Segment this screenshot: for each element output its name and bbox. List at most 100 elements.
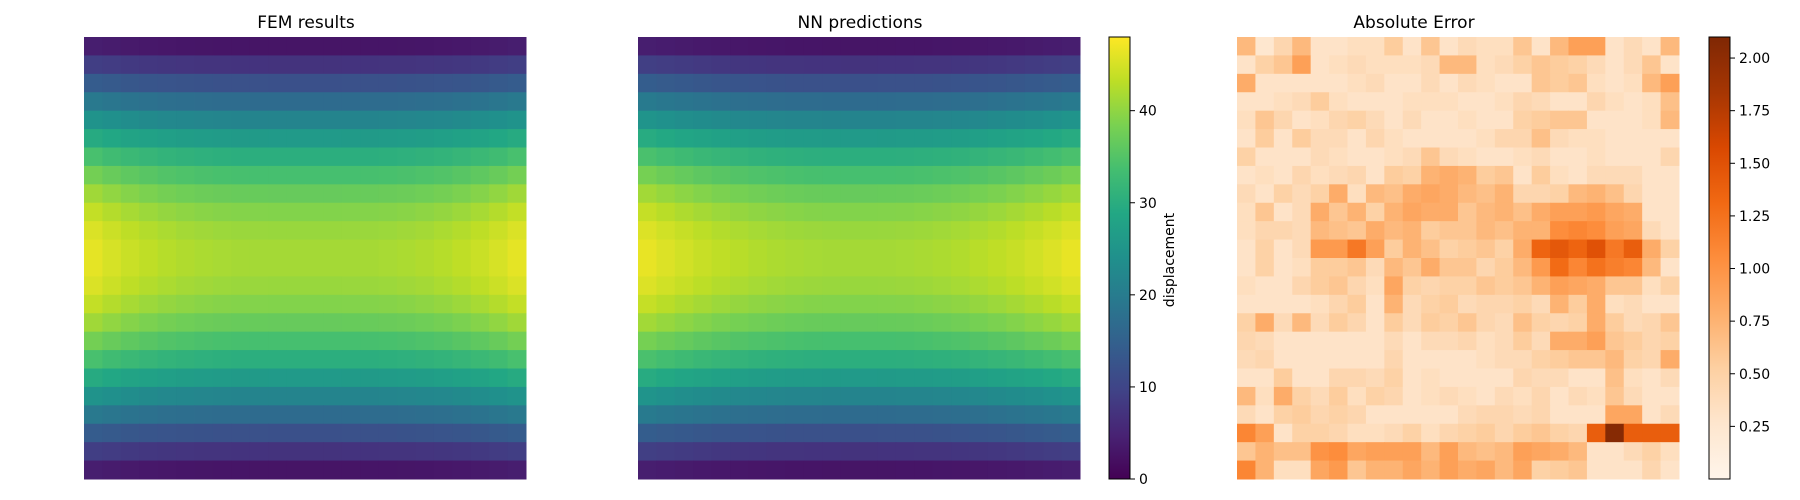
- heatmap-cell: [489, 276, 509, 296]
- heatmap-cell: [415, 331, 435, 351]
- heatmap-cell: [452, 423, 472, 443]
- heatmap-cell: [766, 129, 786, 148]
- heatmap-cell: [822, 276, 842, 296]
- heatmap-cell: [1347, 405, 1367, 425]
- heatmap-cell: [194, 147, 214, 167]
- heatmap-cell: [249, 55, 269, 75]
- heatmap-cell: [969, 294, 989, 314]
- heatmap-cell: [231, 129, 251, 148]
- heatmap-cell: [877, 73, 897, 93]
- heatmap-cell: [489, 423, 509, 443]
- heatmap-cell: [1255, 294, 1275, 314]
- heatmap-cell: [877, 276, 897, 296]
- heatmap-cell: [1061, 202, 1081, 222]
- heatmap-cell: [987, 165, 1007, 185]
- heatmap-cell: [969, 110, 989, 130]
- heatmap-cell: [1237, 37, 1256, 56]
- heatmap-cell: [1550, 129, 1569, 148]
- heatmap-cell: [674, 294, 694, 314]
- heatmap-cell: [932, 110, 952, 130]
- heatmap-cell: [1623, 350, 1643, 369]
- heatmap-cell: [1494, 313, 1514, 333]
- heatmap-cell: [656, 73, 676, 93]
- heatmap-cell: [785, 423, 805, 443]
- heatmap-cell: [452, 239, 472, 259]
- heatmap-cell: [102, 221, 122, 241]
- heatmap-cell: [1660, 331, 1680, 351]
- heatmap-cell: [1605, 37, 1625, 56]
- heatmap-cell: [378, 386, 398, 406]
- heatmap-cell: [859, 460, 878, 480]
- heatmap-cell: [1586, 423, 1606, 443]
- heatmap-cell: [1568, 55, 1588, 75]
- heatmap-cell: [840, 276, 860, 296]
- heatmap-cell: [711, 37, 731, 56]
- heatmap-cell: [397, 37, 416, 56]
- heatmap-cell: [987, 350, 1007, 369]
- heatmap-cell: [1550, 202, 1569, 222]
- heatmap-cell: [1365, 73, 1385, 93]
- heatmap-cell: [1642, 165, 1662, 185]
- heatmap-cell: [323, 276, 343, 296]
- heatmap-cell: [877, 239, 897, 259]
- heatmap-cell: [139, 55, 159, 75]
- heatmap-cell: [877, 294, 897, 314]
- heatmap-cell: [1310, 294, 1330, 314]
- heatmap-cell: [84, 73, 103, 93]
- heatmap-cell: [1255, 92, 1275, 112]
- heatmap-cell: [932, 368, 952, 388]
- heatmap-cell: [932, 73, 952, 93]
- heatmap-cell: [415, 73, 435, 93]
- heatmap-cell: [1255, 147, 1275, 167]
- heatmap-cell: [1292, 202, 1312, 222]
- heatmap-cell: [1061, 442, 1081, 462]
- heatmap-cell: [951, 73, 970, 93]
- heatmap-cell: [212, 92, 232, 112]
- heatmap-cell: [1043, 147, 1063, 167]
- heatmap-cell: [194, 202, 214, 222]
- heatmap-cell: [1329, 405, 1348, 425]
- heatmap-cell: [489, 386, 509, 406]
- heatmap-cell: [1043, 258, 1063, 277]
- heatmap-cell: [470, 405, 490, 425]
- heatmap-cell: [1273, 368, 1293, 388]
- heatmap-cell: [102, 405, 122, 425]
- heatmap-cell: [433, 276, 453, 296]
- heatmap-cell: [693, 313, 713, 333]
- heatmap-cell: [1402, 460, 1422, 480]
- heatmap-cell: [433, 147, 453, 167]
- heatmap-cell: [1586, 92, 1606, 112]
- heatmap-cell: [1292, 386, 1312, 406]
- heatmap-cell: [212, 460, 232, 480]
- heatmap-cell: [397, 92, 416, 112]
- heatmap-cell: [176, 350, 195, 369]
- heatmap-cell: [656, 368, 676, 388]
- heatmap-cell: [1513, 258, 1533, 277]
- heatmap-cell: [1439, 184, 1459, 204]
- heatmap-cell: [1384, 37, 1404, 56]
- heatmap-cell: [840, 129, 860, 148]
- heatmap-cell: [212, 423, 232, 443]
- heatmap-cell: [1439, 202, 1459, 222]
- heatmap-cell: [102, 442, 122, 462]
- heatmap-cell: [987, 442, 1007, 462]
- heatmap-cell: [1421, 202, 1441, 222]
- heatmap-cell: [507, 276, 527, 296]
- heatmap-cell: [877, 202, 897, 222]
- heatmap-cell: [452, 221, 472, 241]
- heatmap-cell: [822, 423, 842, 443]
- heatmap-cell: [638, 405, 657, 425]
- heatmap-cell: [1237, 221, 1256, 241]
- heatmap-cell: [139, 258, 159, 277]
- heatmap-cell: [433, 350, 453, 369]
- heatmap-cell: [730, 165, 749, 185]
- heatmap-cell: [1421, 276, 1441, 296]
- heatmap-cell: [507, 92, 527, 112]
- heatmap-cell: [360, 350, 380, 369]
- heatmap-cell: [1439, 73, 1459, 93]
- heatmap-cell: [157, 368, 177, 388]
- heatmap-cell: [914, 331, 934, 351]
- heatmap-cell: [231, 386, 251, 406]
- heatmap-cell: [1402, 442, 1422, 462]
